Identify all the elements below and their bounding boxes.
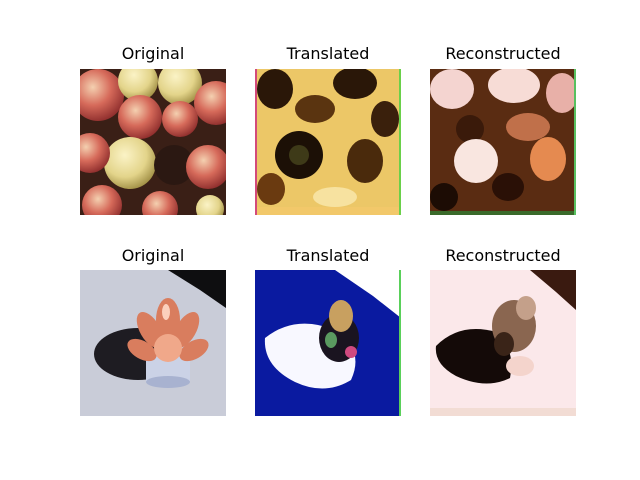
row2-translated-image — [255, 270, 401, 416]
row1-reconstructed-image — [430, 69, 576, 215]
row1-reconstructed-title: Reconstructed — [445, 44, 561, 63]
row2-original-image — [80, 270, 226, 416]
row1-translated-title: Translated — [286, 44, 370, 63]
row1-original-title: Original — [121, 44, 185, 63]
row1-original-image — [80, 69, 226, 215]
row2-original-title: Original — [121, 246, 185, 265]
row2-translated-title: Translated — [286, 246, 370, 265]
row2-reconstructed-title: Reconstructed — [445, 246, 561, 265]
row1-translated-image — [255, 69, 401, 215]
row2-reconstructed-image — [430, 270, 576, 416]
